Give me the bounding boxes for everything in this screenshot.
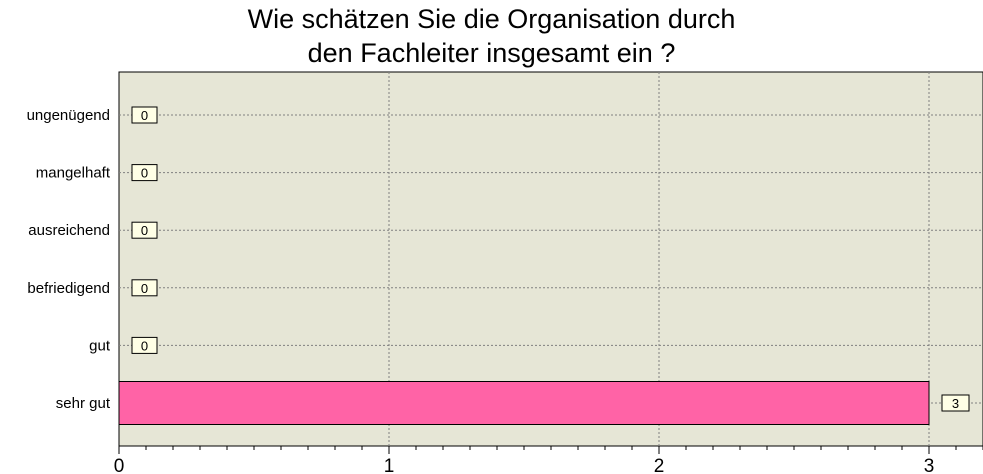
- data-label: 0: [141, 166, 148, 181]
- x-tick-label: 0: [114, 456, 125, 474]
- category-label: gut: [89, 337, 111, 354]
- data-label-box: [131, 221, 158, 239]
- data-label: 3: [952, 396, 959, 411]
- data-label: 0: [141, 281, 148, 296]
- data-label: 0: [141, 338, 148, 353]
- data-label-box: [131, 336, 158, 354]
- x-tick-label: 2: [654, 456, 665, 474]
- data-label: 0: [141, 108, 148, 123]
- chart-title-line-2: den Fachleiter insgesamt ein ?: [307, 38, 676, 68]
- x-tick-label: 1: [384, 456, 395, 474]
- category-label: befriedigend: [27, 280, 110, 297]
- data-label-box: [131, 279, 158, 297]
- category-label: ungenügend: [27, 107, 110, 124]
- chart-title: Wie schätzen Sie die Organisation durch …: [0, 2, 983, 70]
- data-label-box: [941, 394, 970, 412]
- category-label: ausreichend: [28, 222, 110, 239]
- data-label-box: [131, 106, 158, 124]
- x-tick-label: 3: [924, 456, 935, 474]
- category-label: sehr gut: [56, 395, 111, 412]
- bar: [118, 381, 930, 425]
- data-label-box: [131, 164, 158, 182]
- chart-title-line-1: Wie schätzen Sie die Organisation durch: [247, 4, 736, 34]
- data-label: 0: [141, 223, 148, 238]
- category-label: mangelhaft: [36, 165, 111, 182]
